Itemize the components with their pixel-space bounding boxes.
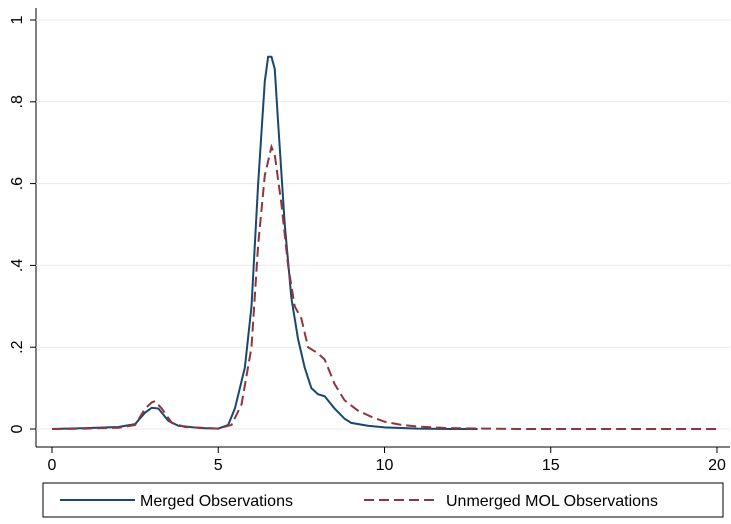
y-tick-label: 0 <box>9 424 26 433</box>
x-tick-label: 20 <box>708 457 726 474</box>
legend-label: Merged Observations <box>140 493 293 510</box>
y-tick-label: .4 <box>9 259 26 272</box>
x-tick-label: 0 <box>48 457 57 474</box>
y-tick-label: .6 <box>9 177 26 190</box>
series-line <box>51 55 478 430</box>
legend-label: Unmerged MOL Observations <box>446 493 658 510</box>
y-tick-label: .2 <box>9 340 26 353</box>
series-line <box>51 143 717 430</box>
y-tick-label: .8 <box>9 95 26 108</box>
y-tick-label: 1 <box>9 15 26 24</box>
x-tick-label: 10 <box>376 457 394 474</box>
x-tick-label: 15 <box>542 457 560 474</box>
x-tick-label: 5 <box>214 457 223 474</box>
